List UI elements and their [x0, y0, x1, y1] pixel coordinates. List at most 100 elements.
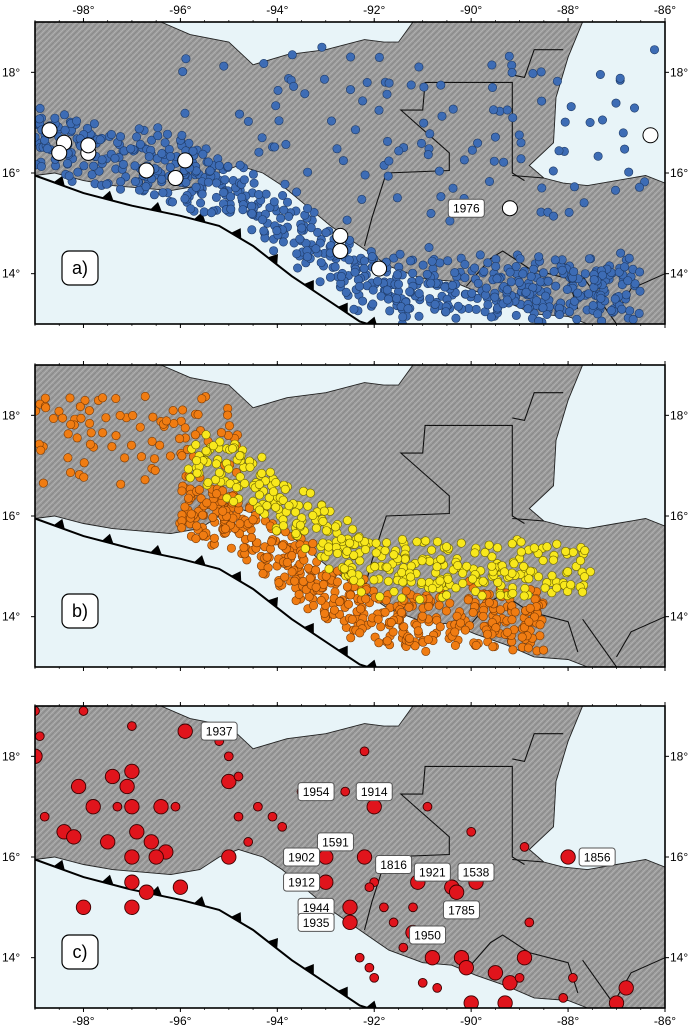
shallow-event-point: [361, 594, 371, 604]
epicenter-point: [405, 287, 415, 297]
shallow-event-point: [223, 410, 233, 420]
deep-event-point: [507, 539, 517, 549]
epicenter-point: [130, 161, 140, 171]
deep-event-point: [443, 574, 453, 584]
epicenter-point: [284, 212, 294, 222]
shallow-event-point: [329, 605, 339, 615]
epicenter-point: [254, 147, 264, 157]
large-event-marker: [138, 162, 155, 179]
epicenter-point: [360, 170, 370, 180]
epicenter-point: [196, 198, 206, 208]
deep-event-point: [192, 456, 202, 466]
epicenter-point: [214, 161, 224, 171]
shallow-event-point: [308, 600, 318, 610]
historical-event-point: [514, 972, 525, 983]
deep-event-point: [529, 543, 539, 553]
epicenter-point: [238, 205, 248, 215]
epicenter-point: [548, 211, 558, 221]
deep-event-point: [406, 572, 416, 582]
epicenter-point: [419, 82, 429, 92]
svg-text:1914: 1914: [361, 785, 388, 799]
epicenter-point: [302, 204, 312, 214]
epicenter-point: [473, 138, 483, 148]
deep-event-point: [382, 562, 392, 572]
epicenter-point: [237, 192, 247, 202]
svg-text:1937: 1937: [206, 725, 233, 739]
shallow-event-point: [66, 467, 76, 477]
epicenter-point: [611, 98, 621, 108]
year-annotation: 1912: [283, 872, 321, 892]
epicenter-point: [596, 293, 606, 303]
shallow-event-point: [208, 512, 218, 522]
shallow-event-point: [482, 629, 492, 639]
epicenter-point: [203, 177, 213, 187]
epicenter-point: [621, 290, 631, 300]
historical-event-point: [379, 902, 389, 913]
historical-event-point: [369, 972, 380, 983]
epicenter-point: [470, 263, 480, 273]
shallow-event-point: [175, 434, 185, 444]
epicenter-point: [440, 282, 450, 292]
deep-event-point: [552, 583, 562, 593]
deep-event-point: [462, 561, 472, 571]
shallow-event-point: [72, 433, 82, 443]
x-tick-label: -88°: [557, 3, 579, 17]
shallow-event-point: [345, 590, 355, 600]
epicenter-point: [610, 185, 620, 195]
epicenter-point: [235, 109, 245, 119]
epicenter-point: [116, 177, 126, 187]
shallow-event-point: [356, 604, 366, 614]
deep-event-point: [456, 538, 466, 548]
epicenter-point: [147, 135, 157, 145]
x-tick-label: -94°: [266, 1014, 288, 1028]
epicenters: [35, 42, 659, 324]
shallow-event-point: [165, 451, 175, 461]
epicenter-point: [357, 194, 367, 204]
epicenter-point: [116, 132, 126, 142]
shallow-event-point: [116, 479, 126, 489]
shallow-event-point: [332, 577, 342, 587]
shallow-event-point: [85, 418, 95, 428]
year-annotation: 1921: [413, 862, 451, 882]
epicenter-point: [95, 135, 105, 145]
epicenter-point: [359, 256, 369, 266]
shallow-event-point: [423, 634, 433, 644]
epicenter-point: [73, 167, 83, 177]
historical-event-point: [124, 799, 140, 815]
historical-event-point: [487, 965, 504, 981]
shallow-event-point: [177, 523, 187, 533]
svg-text:1950: 1950: [414, 929, 441, 943]
epicenter-point: [564, 207, 574, 217]
epicenter-point: [247, 225, 257, 235]
historical-event-point: [78, 706, 89, 716]
x-tick-label: -92°: [363, 1014, 385, 1028]
epicenter-point: [72, 116, 82, 126]
historical-event-point: [233, 771, 244, 782]
epicenter-point: [453, 301, 463, 311]
shallow-event-point: [128, 410, 138, 420]
shallow-event-point: [410, 641, 420, 651]
deep-event-point: [342, 546, 352, 556]
deep-event-point: [516, 547, 526, 557]
shallow-event-point: [63, 453, 73, 463]
epicenter-point: [557, 265, 567, 275]
deep-event-point: [291, 528, 301, 538]
historical-event-point: [359, 746, 370, 757]
epicenter-point: [359, 263, 369, 273]
epicenter-point: [507, 68, 517, 78]
deep-event-point: [516, 537, 526, 547]
deep-event-point: [265, 467, 275, 477]
epicenter-point: [219, 61, 229, 71]
shallow-event-point: [491, 623, 501, 633]
deep-event-point: [432, 562, 442, 572]
historical-event-point: [170, 801, 181, 812]
epicenter-point: [384, 78, 394, 88]
epicenter-point: [59, 110, 69, 120]
shallow-event-point: [65, 393, 75, 403]
x-tick-label: -86°: [654, 1014, 676, 1028]
epicenter-point: [303, 167, 313, 177]
shallow-event-point: [137, 452, 147, 462]
epicenter-point: [292, 187, 302, 197]
epicenter-point: [511, 261, 521, 271]
